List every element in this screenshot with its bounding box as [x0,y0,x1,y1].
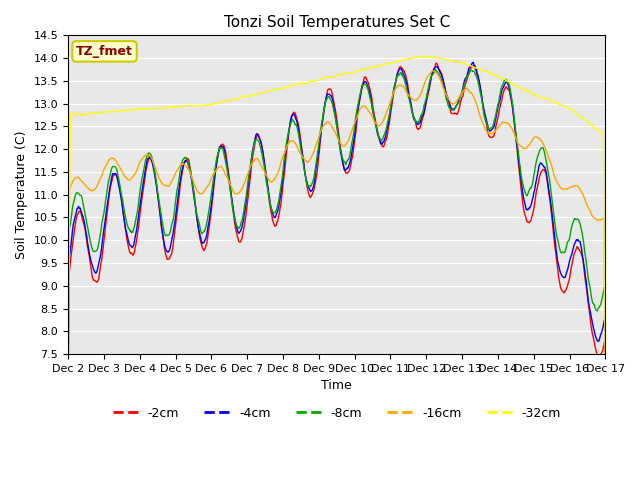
-32cm [328,74,336,80]
-16cm [435,72,442,78]
-16cm [205,181,213,187]
-4cm [470,60,477,65]
-16cm [429,68,437,73]
-32cm [422,53,430,59]
-4cm [182,157,190,163]
-8cm [64,386,72,392]
-4cm [602,441,609,447]
-32cm [182,102,190,108]
-16cm [602,406,609,411]
-8cm [431,67,439,72]
-8cm [205,207,213,213]
Title: Tonzi Soil Temperatures Set C: Tonzi Soil Temperatures Set C [223,15,450,30]
-2cm [328,91,336,97]
-4cm [553,252,561,258]
-32cm [205,102,213,108]
-2cm [182,157,190,163]
Line: -16cm: -16cm [68,71,605,408]
-2cm [602,456,609,462]
-32cm [553,100,561,106]
-32cm [435,55,442,60]
-2cm [435,64,442,70]
-4cm [328,95,336,101]
-2cm [381,141,388,147]
-16cm [381,115,388,120]
Legend: -2cm, -4cm, -8cm, -16cm, -32cm: -2cm, -4cm, -8cm, -16cm, -32cm [108,402,566,425]
-32cm [602,372,609,378]
-2cm [553,260,561,266]
-32cm [64,361,72,367]
-2cm [432,60,440,66]
-16cm [553,179,561,185]
-4cm [381,136,388,142]
-8cm [553,234,561,240]
-8cm [602,418,609,423]
-16cm [182,163,190,169]
Line: -4cm: -4cm [68,62,605,444]
Line: -32cm: -32cm [68,56,605,375]
Line: -2cm: -2cm [68,63,605,459]
Text: TZ_fmet: TZ_fmet [76,45,133,58]
-2cm [205,225,213,231]
-8cm [182,155,190,160]
-4cm [64,405,72,411]
Y-axis label: Soil Temperature (C): Soil Temperature (C) [15,131,28,259]
-4cm [434,64,442,70]
-8cm [328,101,336,107]
-2cm [64,416,72,421]
X-axis label: Time: Time [321,379,352,392]
-16cm [328,124,336,130]
-8cm [435,71,442,76]
Line: -8cm: -8cm [68,70,605,420]
-4cm [205,218,213,224]
-8cm [381,132,388,137]
-16cm [64,390,72,396]
-32cm [381,61,388,67]
